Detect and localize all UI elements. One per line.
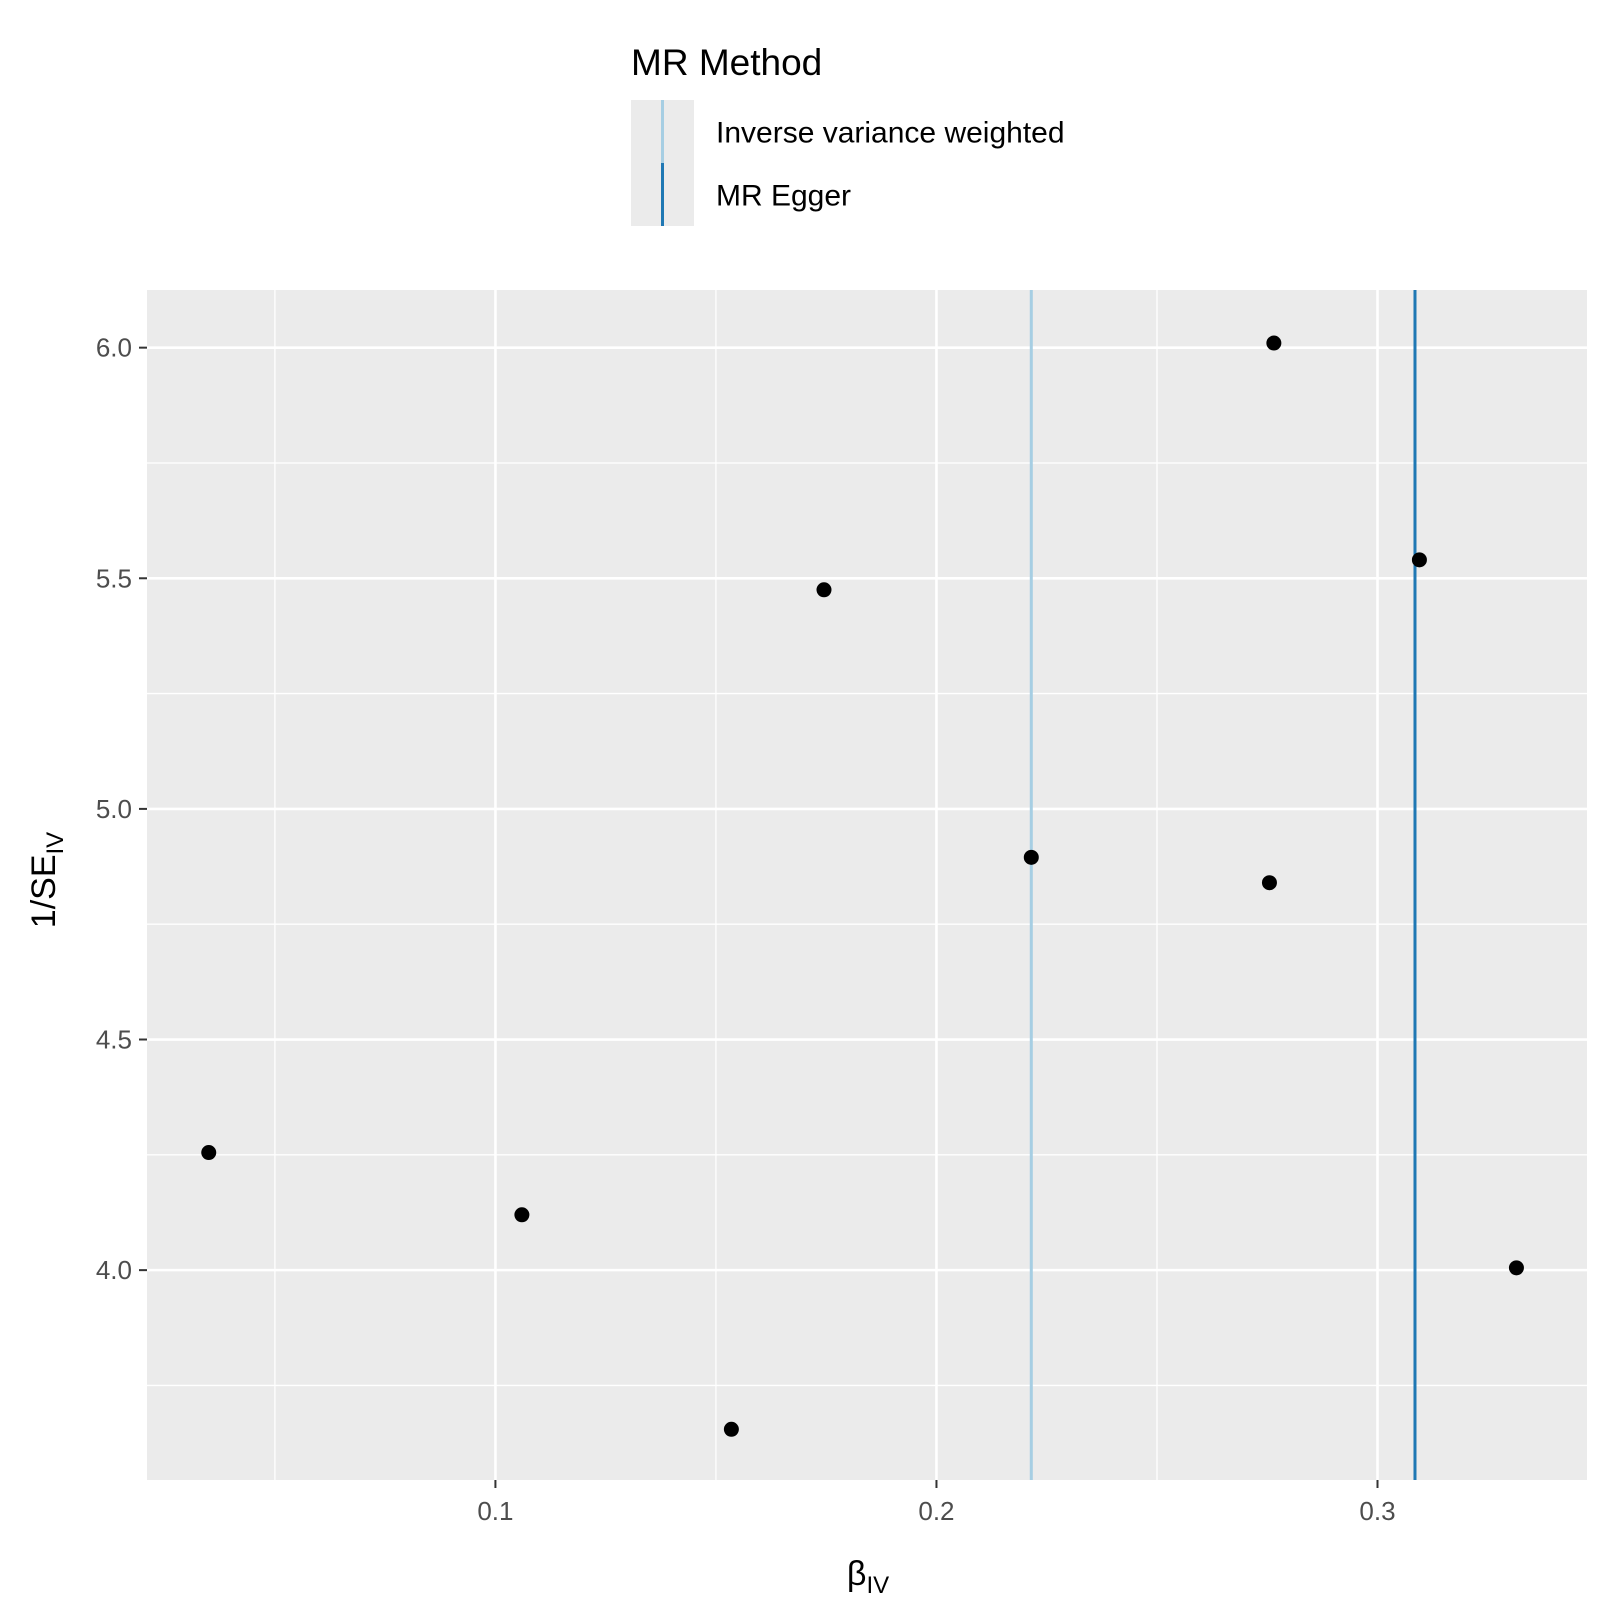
minor-gridlines (147, 290, 1587, 1480)
major-gridlines (147, 290, 1587, 1480)
y-axis: 4.0 4.5 5.0 5.5 6.0 (96, 333, 147, 1285)
y-tick-label: 4.0 (96, 1255, 132, 1285)
plot-panel (147, 290, 1587, 1480)
y-tick-label: 4.5 (96, 1025, 132, 1055)
data-point (723, 1421, 739, 1437)
data-point (1266, 335, 1282, 351)
y-tick-label: 6.0 (96, 333, 132, 363)
x-axis-title-sub: IV (866, 1572, 889, 1599)
data-point (201, 1145, 217, 1161)
data-point (816, 582, 832, 598)
data-points (201, 335, 1524, 1437)
data-point (514, 1207, 530, 1223)
x-axis-title: βIV (847, 1555, 889, 1599)
method-lines (1029, 290, 1417, 1480)
x-axis: 0.1 0.2 0.3 (477, 1480, 1396, 1526)
data-point (1023, 849, 1039, 865)
y-axis-title: 1/SEIV (25, 832, 69, 928)
plot-background (147, 290, 1587, 1480)
x-tick-label: 0.3 (1359, 1496, 1395, 1526)
data-point (1508, 1260, 1524, 1276)
legend-label: MR Egger (716, 180, 851, 213)
legend: MR Method Inverse variance weighted MR Eg… (631, 42, 1065, 226)
y-axis-title-sub: IV (42, 832, 69, 855)
legend-label: Inverse variance weighted (716, 117, 1065, 150)
legend-entries: Inverse variance weighted MR Egger (631, 100, 1065, 226)
data-point (1261, 875, 1277, 891)
y-axis-title-main: 1/SE (25, 854, 63, 928)
x-axis-title-main: β (847, 1555, 867, 1593)
x-tick-label: 0.1 (477, 1496, 513, 1526)
y-tick-label: 5.5 (96, 563, 132, 593)
x-tick-label: 0.2 (918, 1496, 954, 1526)
y-tick-label: 5.0 (96, 794, 132, 824)
data-point (1411, 552, 1427, 568)
legend-title: MR Method (631, 42, 822, 83)
